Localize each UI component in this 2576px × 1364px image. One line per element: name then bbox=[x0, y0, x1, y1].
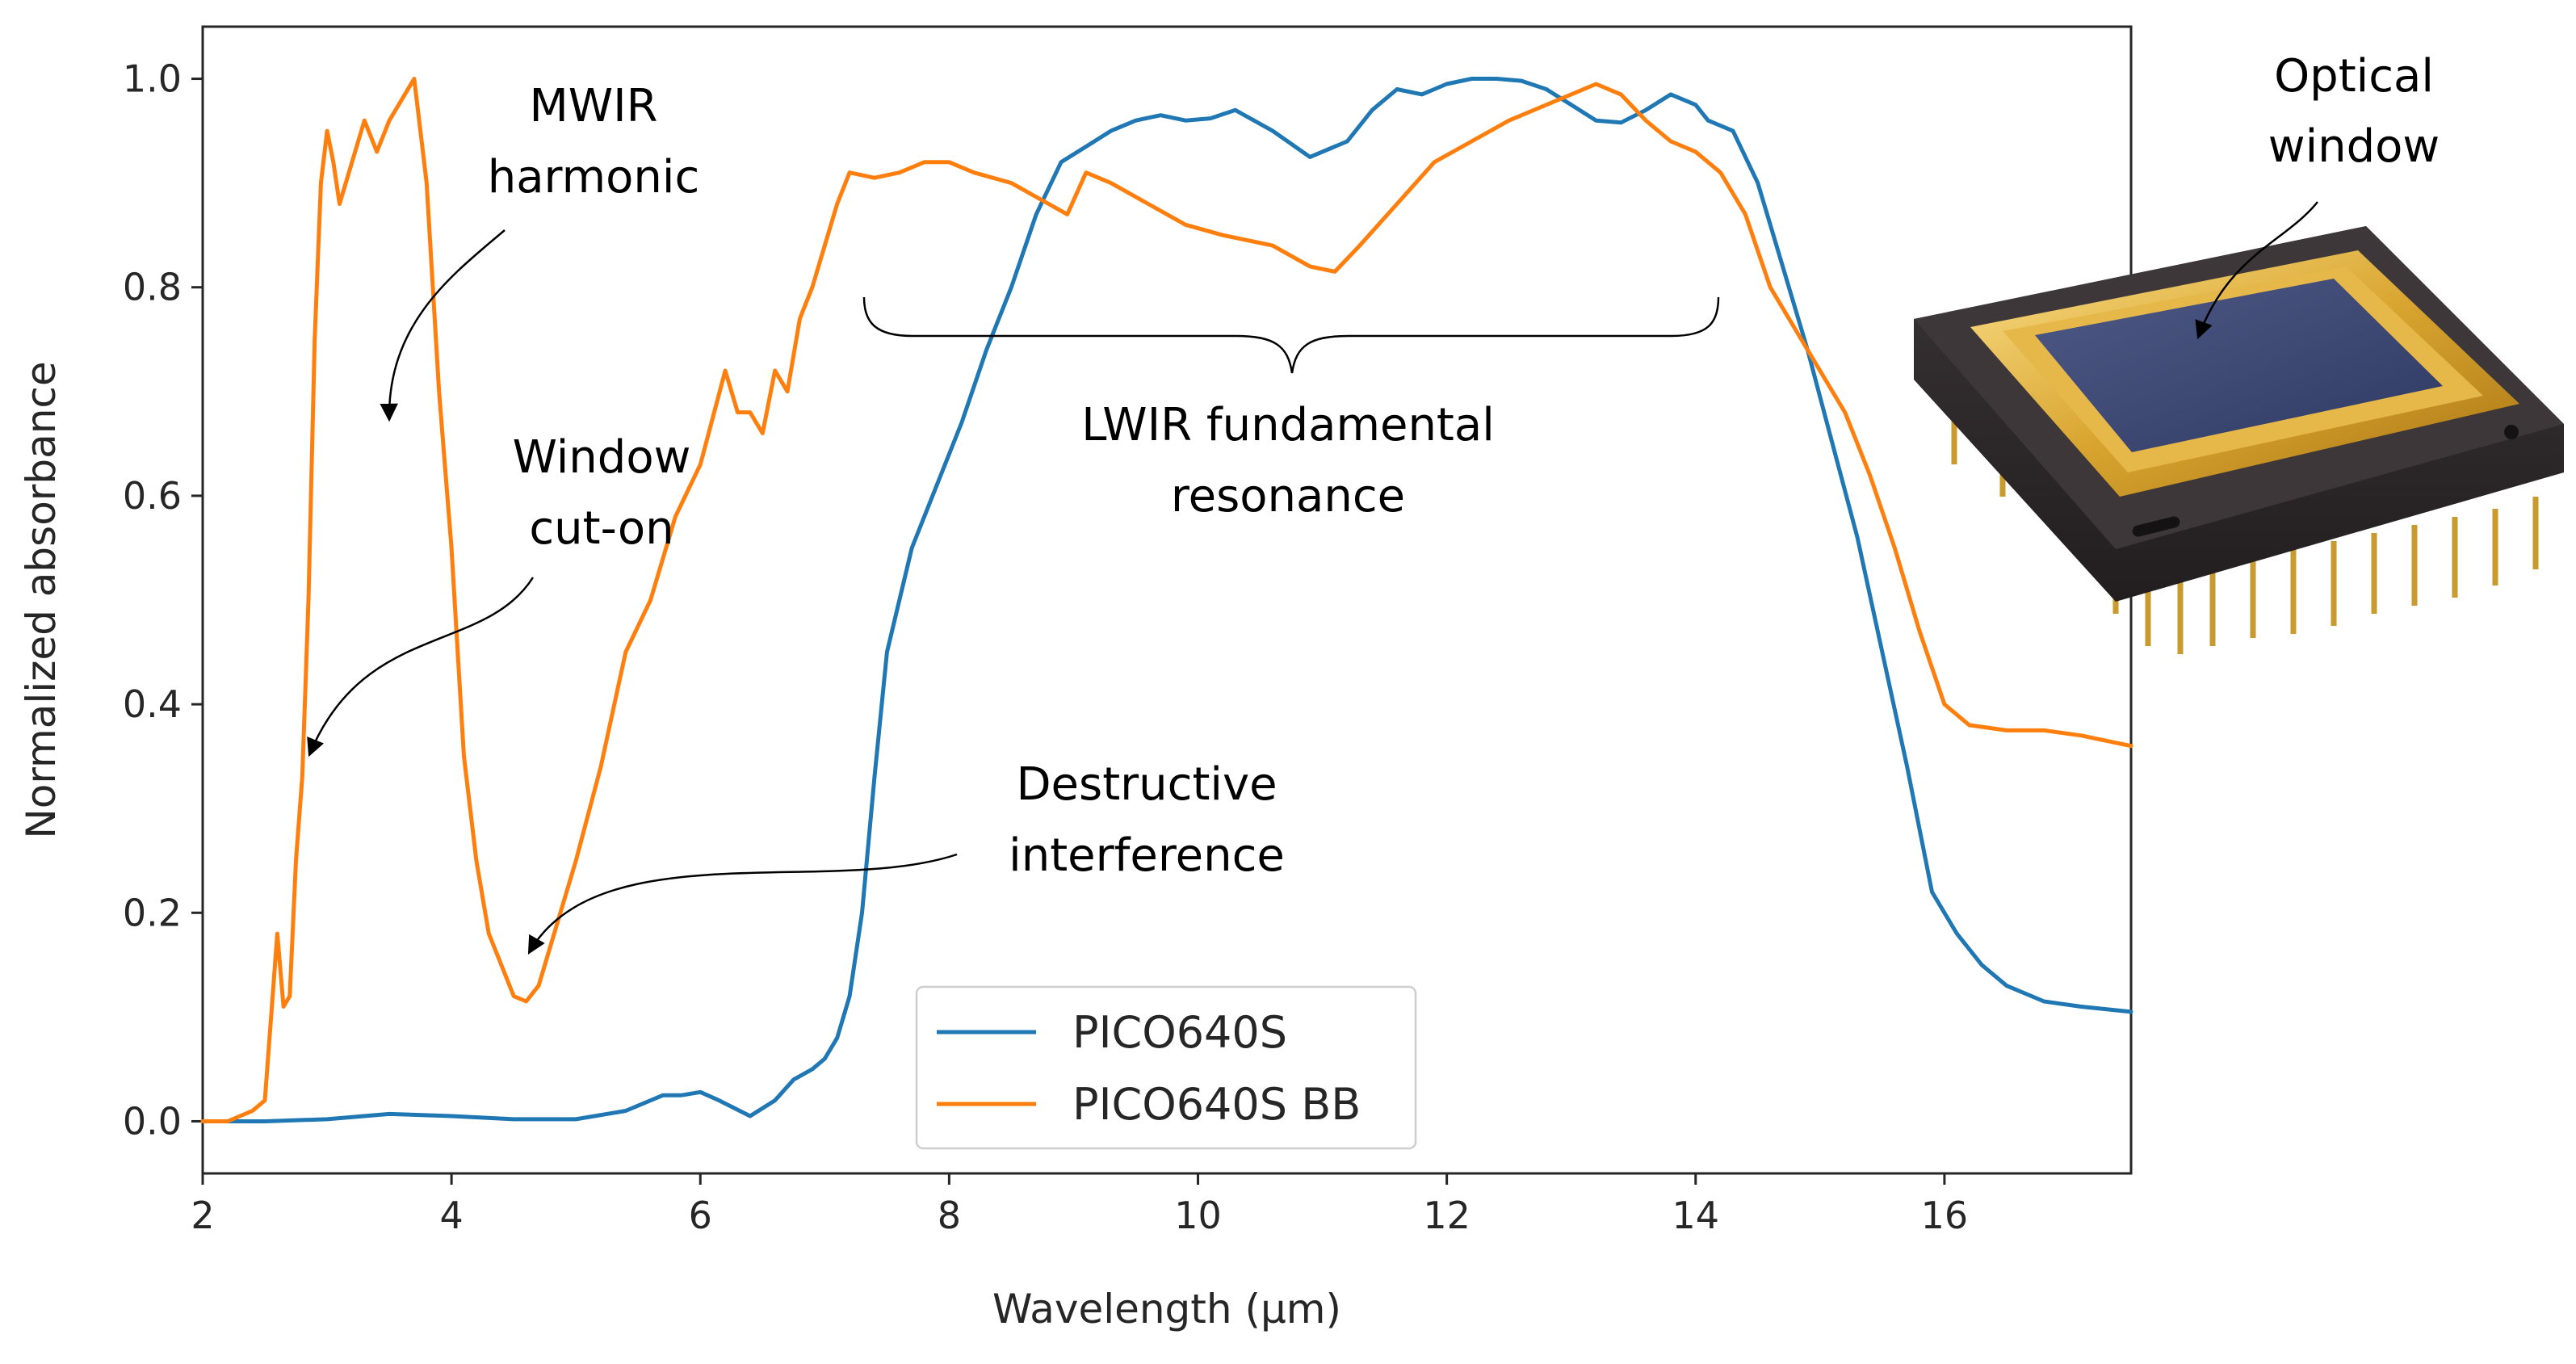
x-axis-ticks: 2 4 6 8 10 12 14 16 bbox=[191, 1173, 1968, 1237]
annotation-destructive-line2: interference bbox=[1009, 829, 1285, 882]
plot-area bbox=[201, 25, 2133, 1175]
legend-box bbox=[915, 985, 1417, 1150]
series-line-pico640s-bb bbox=[200, 77, 2133, 1123]
x-tick-label: 12 bbox=[1423, 1194, 1471, 1237]
y-tick-label: 0.6 bbox=[123, 474, 182, 518]
x-axis-label: Wavelength (μm) bbox=[992, 1286, 1341, 1333]
y-tick-label: 0.2 bbox=[123, 891, 182, 934]
y-tick-label: 0.8 bbox=[123, 266, 182, 309]
sensor-package-image bbox=[1914, 226, 2564, 654]
optical-window-glass bbox=[2035, 279, 2443, 452]
annotation-lwir-resonance: LWIR fundamental resonance bbox=[862, 296, 1720, 523]
annotation-optical-line2: window bbox=[2268, 120, 2440, 173]
arrow-optical-window bbox=[2195, 201, 2318, 340]
x-tick-label: 8 bbox=[938, 1194, 961, 1237]
annotation-destructive-line1: Destructive bbox=[1016, 758, 1277, 811]
arrow-mwir bbox=[380, 229, 506, 422]
legend: PICO640S PICO640S BB bbox=[915, 985, 1417, 1150]
package-mark bbox=[2504, 425, 2519, 439]
x-tick-label: 6 bbox=[689, 1194, 712, 1237]
annotation-lwir-line1: LWIR fundamental bbox=[1081, 399, 1495, 451]
series-lines bbox=[200, 77, 2133, 1123]
series-line-pico640s bbox=[200, 77, 2133, 1123]
arrow-window-cut-on bbox=[307, 577, 535, 758]
curly-brace bbox=[862, 296, 1720, 374]
y-tick-label: 0.0 bbox=[123, 1099, 182, 1143]
y-axis-label: Normalized absorbance bbox=[18, 361, 65, 838]
arrow-destructive bbox=[527, 853, 958, 955]
x-tick-label: 14 bbox=[1672, 1194, 1720, 1237]
legend-label-pico640s: PICO640S bbox=[1072, 1007, 1287, 1058]
annotation-optical-window: Optical window bbox=[2195, 50, 2440, 340]
annotation-window-cut-on: Window cut-on bbox=[307, 431, 691, 758]
annotation-window-line2: cut-on bbox=[529, 502, 673, 555]
x-tick-label: 16 bbox=[1921, 1194, 1969, 1237]
y-tick-label: 0.4 bbox=[123, 682, 182, 726]
x-tick-label: 10 bbox=[1174, 1194, 1222, 1237]
y-tick-label: 1.0 bbox=[123, 57, 182, 101]
package-slot bbox=[2132, 516, 2180, 537]
annotation-window-line1: Window bbox=[513, 431, 691, 484]
annotation-destructive-interference: Destructive interference bbox=[527, 758, 1285, 955]
x-tick-label: 4 bbox=[439, 1194, 463, 1237]
annotation-mwir-line2: harmonic bbox=[488, 151, 700, 204]
y-axis-ticks: 0.0 0.2 0.4 0.6 0.8 1.0 bbox=[123, 57, 203, 1143]
annotation-optical-line1: Optical bbox=[2274, 50, 2434, 103]
annotation-lwir-line2: resonance bbox=[1171, 470, 1405, 523]
annotation-mwir-line1: MWIR bbox=[529, 80, 657, 132]
legend-label-pico640s-bb: PICO640S BB bbox=[1072, 1079, 1361, 1130]
x-tick-label: 2 bbox=[191, 1194, 214, 1237]
annotation-mwir-harmonic: MWIR harmonic bbox=[380, 80, 700, 422]
